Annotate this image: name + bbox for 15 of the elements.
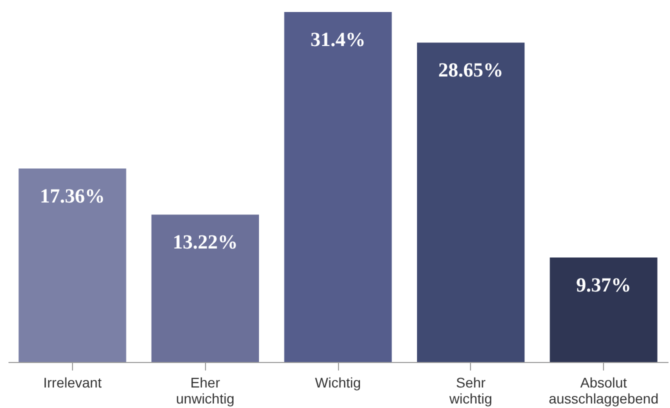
bar: [550, 258, 658, 362]
data-label: 28.65%: [438, 60, 504, 82]
bar: [284, 12, 392, 362]
data-label: 31.4%: [310, 29, 366, 51]
bar: [18, 168, 126, 362]
x-tick-label: Irrelevant: [43, 374, 102, 390]
data-label: 9.37%: [576, 274, 632, 297]
bar: [417, 42, 525, 362]
data-label: 13.22%: [172, 232, 238, 254]
x-tick-label: Absolut ausschlaggebend: [548, 374, 658, 406]
x-tick-label: Wichtig: [315, 374, 361, 390]
x-tick-label: Eher unwichtig: [176, 374, 234, 406]
bar: [151, 214, 259, 362]
data-label: 17.36%: [40, 185, 105, 208]
x-tick-label: Sehr wichtig: [448, 374, 492, 406]
